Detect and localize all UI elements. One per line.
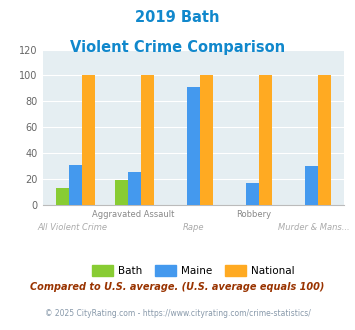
Legend: Bath, Maine, National: Bath, Maine, National bbox=[88, 261, 299, 280]
Text: Violent Crime Comparison: Violent Crime Comparison bbox=[70, 40, 285, 54]
Text: Compared to U.S. average. (U.S. average equals 100): Compared to U.S. average. (U.S. average … bbox=[30, 282, 325, 292]
Bar bbox=[187, 87, 200, 205]
Text: © 2025 CityRating.com - https://www.cityrating.com/crime-statistics/: © 2025 CityRating.com - https://www.city… bbox=[45, 309, 310, 317]
Bar bbox=[141, 75, 154, 205]
Bar bbox=[246, 182, 259, 205]
Bar bbox=[115, 180, 128, 205]
Text: Rape: Rape bbox=[183, 223, 204, 232]
Text: Robbery: Robbery bbox=[236, 210, 271, 218]
Bar bbox=[56, 188, 69, 205]
Bar bbox=[69, 165, 82, 205]
Bar bbox=[128, 172, 141, 205]
Bar bbox=[259, 75, 272, 205]
Text: Aggravated Assault: Aggravated Assault bbox=[92, 210, 174, 218]
Bar bbox=[82, 75, 95, 205]
Bar bbox=[318, 75, 331, 205]
Text: Murder & Mans...: Murder & Mans... bbox=[278, 223, 350, 232]
Bar bbox=[305, 166, 318, 205]
Bar bbox=[200, 75, 213, 205]
Text: 2019 Bath: 2019 Bath bbox=[135, 10, 220, 25]
Text: All Violent Crime: All Violent Crime bbox=[38, 223, 108, 232]
